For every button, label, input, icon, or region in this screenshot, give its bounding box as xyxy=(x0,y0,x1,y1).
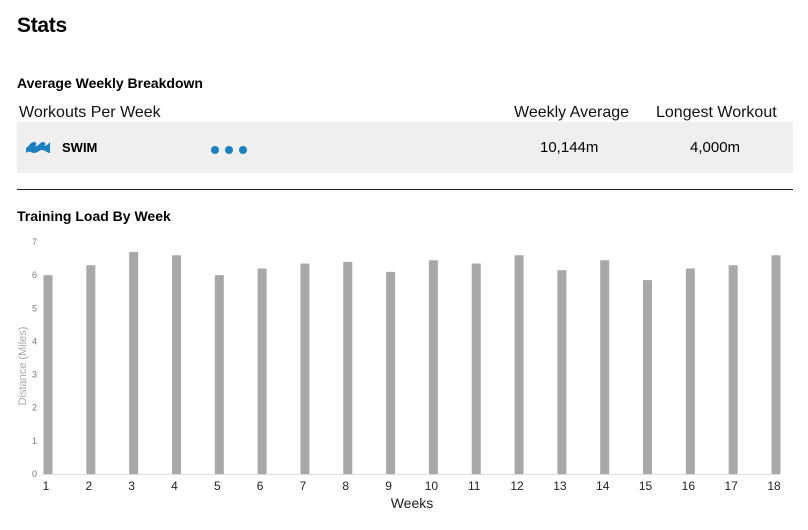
longest-workout-value: 4,000m xyxy=(690,139,741,156)
bar-week-10 xyxy=(428,260,438,474)
bar-week-17 xyxy=(728,265,738,474)
swim-row: SWIM 10,144m 4,000m xyxy=(17,122,793,173)
bar-week-5 xyxy=(214,275,224,474)
workouts-per-week-dots xyxy=(211,146,247,154)
y-tick-label: 2 xyxy=(32,403,37,413)
workouts-per-week-header: Workouts Per Week xyxy=(19,104,161,121)
weekly-average-value: 10,144m xyxy=(540,139,599,156)
workout-dot xyxy=(225,146,233,154)
y-tick-label: 0 xyxy=(32,469,37,479)
y-tick-label: 4 xyxy=(32,336,37,346)
y-tick-label: 6 xyxy=(32,270,37,280)
bar-week-2 xyxy=(86,265,96,474)
bar-week-15 xyxy=(643,280,653,474)
x-tick-label: 16 xyxy=(682,479,696,493)
training-load-title: Training Load By Week xyxy=(17,208,171,224)
y-tick-label: 3 xyxy=(32,370,37,380)
swim-wave-icon xyxy=(26,142,50,153)
y-tick-label: 5 xyxy=(32,303,37,313)
bar-week-4 xyxy=(171,255,181,474)
x-tick-label: 18 xyxy=(767,479,781,493)
bar-week-9 xyxy=(386,271,396,474)
y-tick-label: 1 xyxy=(32,436,37,446)
section-divider xyxy=(17,189,793,190)
x-tick-label: 13 xyxy=(553,479,567,493)
weekly-average-header: Weekly Average xyxy=(514,104,630,121)
x-tick-label: 17 xyxy=(724,479,738,493)
workout-dot xyxy=(211,146,219,154)
bar-week-12 xyxy=(514,255,524,474)
bar-week-16 xyxy=(685,268,695,474)
sport-name: SWIM xyxy=(62,140,98,155)
x-tick-label: 6 xyxy=(257,479,264,493)
x-tick-label: 5 xyxy=(214,479,221,493)
bar-week-18 xyxy=(771,255,781,474)
bar-week-1 xyxy=(43,275,53,474)
x-tick-label: 3 xyxy=(128,479,135,493)
x-tick-label: 2 xyxy=(85,479,92,493)
y-tick-label: 7 xyxy=(32,237,37,247)
x-tick-label: 12 xyxy=(510,479,524,493)
bar-week-8 xyxy=(343,261,353,474)
x-tick-label: 10 xyxy=(425,479,439,493)
x-axis-label: Weeks xyxy=(391,495,434,511)
x-tick-label: 14 xyxy=(596,479,610,493)
bar-week-11 xyxy=(471,263,481,474)
workout-dot xyxy=(239,146,247,154)
x-tick-label: 15 xyxy=(639,479,653,493)
bar-week-13 xyxy=(557,270,567,474)
page-title: Stats xyxy=(17,14,67,37)
bar-week-6 xyxy=(257,268,267,474)
bar-week-3 xyxy=(129,251,139,474)
x-tick-label: 1 xyxy=(43,479,50,493)
x-tick-label: 11 xyxy=(468,479,481,493)
longest-workout-header: Longest Workout xyxy=(656,104,777,121)
breakdown-title: Average Weekly Breakdown xyxy=(17,75,203,91)
x-tick-label: 7 xyxy=(300,479,307,493)
x-tick-label: 9 xyxy=(385,479,392,493)
x-tick-label: 4 xyxy=(171,479,178,493)
y-axis-label: Distance (Miles) xyxy=(17,327,29,406)
bar-week-7 xyxy=(300,263,310,474)
x-tick-label: 8 xyxy=(342,479,349,493)
bar-week-14 xyxy=(600,260,610,474)
